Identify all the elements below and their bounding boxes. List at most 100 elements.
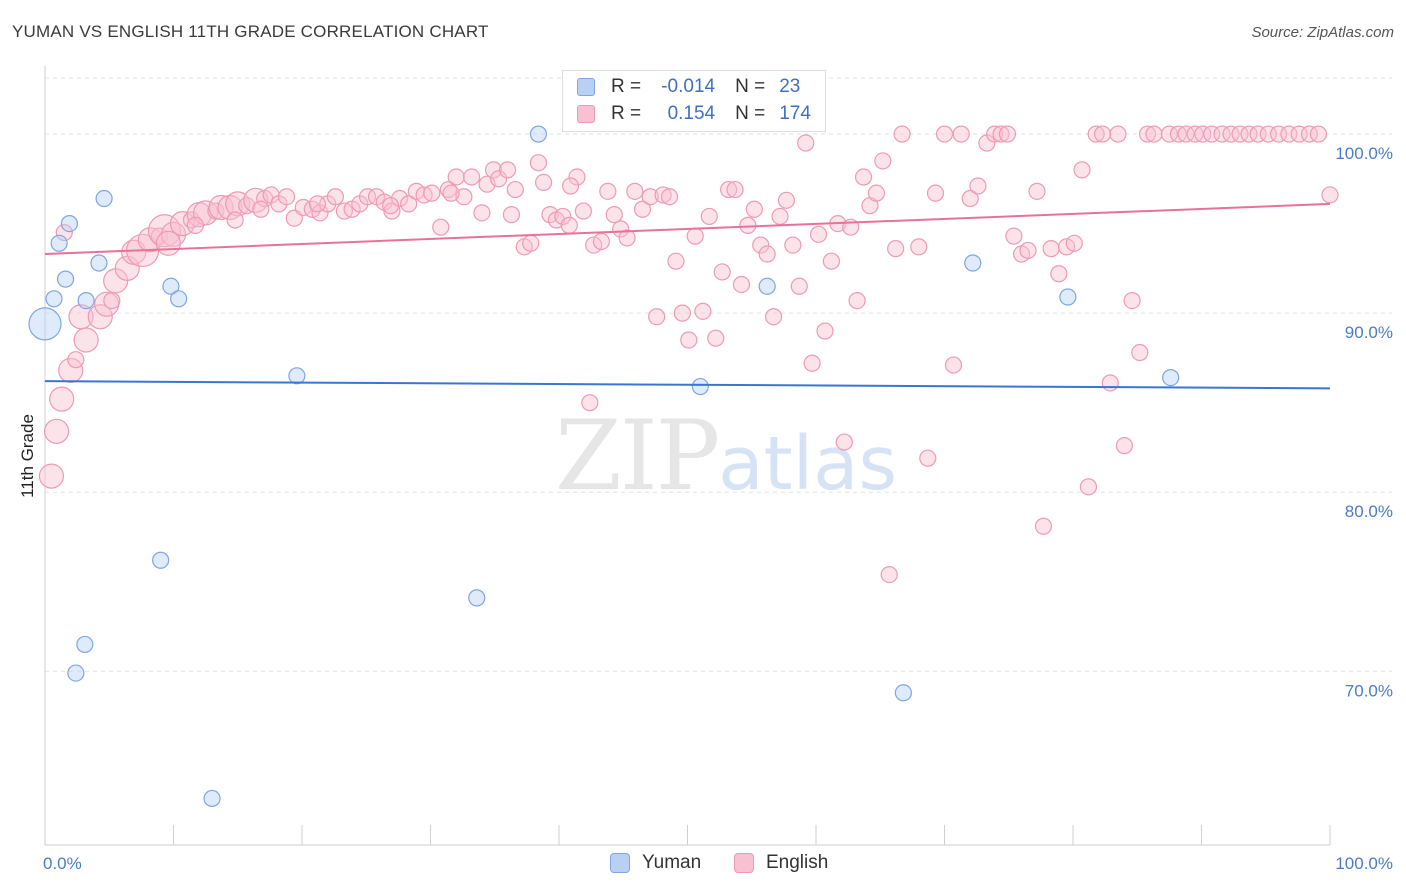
english-point [822, 252, 841, 270]
english-point [758, 245, 776, 263]
english-point [887, 240, 905, 258]
english-point [1073, 161, 1091, 179]
x-tick-label-min: 0.0% [43, 854, 82, 873]
english-point [605, 206, 623, 224]
english-point [1160, 125, 1178, 143]
legend-row-yuman: R = -0.014 N = 23 [577, 74, 800, 100]
yuman-point [758, 277, 776, 295]
english-swatch-icon [577, 105, 595, 123]
english-point [809, 225, 828, 243]
english-point [447, 168, 465, 186]
english-point [87, 304, 113, 330]
english-point [1042, 240, 1060, 258]
watermark-zip: ZIP [555, 400, 720, 512]
english-point [473, 204, 491, 222]
yuman-point [56, 270, 75, 288]
english-point [654, 186, 672, 204]
english-point [660, 188, 679, 206]
english-point [238, 197, 256, 215]
english-point [648, 308, 666, 326]
english-point [529, 154, 548, 172]
english-point [874, 152, 892, 170]
english-point [673, 304, 691, 322]
english-point [969, 177, 987, 195]
yuman-point [45, 290, 63, 308]
yuman-point [1059, 288, 1077, 306]
legend-item-english[interactable]: English [734, 852, 828, 874]
english-point [1138, 125, 1157, 143]
english-point [358, 188, 377, 206]
y-tick-label: 80.0% [1345, 502, 1393, 521]
english-point [797, 134, 815, 152]
english-point [726, 180, 744, 199]
english-point [326, 188, 345, 206]
english-legend-icon [734, 853, 754, 873]
yuman-point [50, 234, 68, 252]
english-point [455, 188, 473, 206]
grid-layer [45, 77, 1392, 672]
english-point [463, 168, 481, 186]
english-point [764, 308, 783, 326]
yuman-point [691, 377, 709, 396]
english-point [633, 200, 652, 218]
yuman-point [67, 664, 85, 682]
english-point [490, 170, 508, 188]
english-point [1028, 182, 1046, 200]
english-point [707, 329, 725, 347]
legend-item-yuman[interactable]: Yuman [610, 852, 701, 874]
english-point [1034, 517, 1053, 535]
english-point [432, 218, 450, 236]
english-point [720, 180, 738, 199]
y-tick-label: 100.0% [1335, 144, 1393, 163]
english-point [1300, 125, 1319, 143]
english-point [1222, 125, 1240, 143]
english-point [739, 216, 757, 234]
english-point [391, 189, 409, 208]
yuman-point [170, 290, 188, 308]
english-point [499, 161, 517, 179]
english-point [1309, 125, 1328, 143]
english-point [67, 351, 85, 369]
series-legend: Yuman English [0, 852, 1406, 878]
english-point [919, 449, 937, 467]
english-point [1213, 125, 1231, 143]
yuman-n-label: N = [735, 76, 766, 97]
english-point [1050, 265, 1068, 283]
english-point [423, 184, 441, 202]
english-point [155, 230, 181, 256]
english-point [55, 223, 73, 242]
english-point [599, 182, 617, 200]
yuman-swatch-icon [577, 78, 595, 96]
yuman-point [90, 254, 108, 272]
source-note: Source: ZipAtlas.com [1251, 24, 1394, 41]
english-point [38, 463, 65, 489]
legend-row-english: R = 0.154 N = 174 [577, 101, 811, 127]
tick-labels: 70.0% 80.0% 90.0% 100.0% 0.0% 100.0% 11th Grad… [18, 144, 1393, 873]
english-point [226, 211, 244, 229]
y-axis-title: 11th Grade [18, 414, 37, 498]
english-point [961, 189, 979, 208]
english-point [574, 202, 593, 220]
yuman-point [529, 125, 548, 143]
english-point [1231, 125, 1249, 143]
english-point [1240, 125, 1258, 143]
y-tick-label: 90.0% [1345, 323, 1393, 342]
english-point [502, 206, 521, 224]
english-points [38, 125, 1339, 584]
yuman-point [1162, 369, 1180, 387]
english-point [910, 238, 928, 256]
english-point [554, 207, 572, 226]
english-point [893, 125, 911, 143]
english-point [998, 125, 1017, 143]
english-point [382, 197, 400, 215]
english-point [618, 229, 636, 247]
yuman-n-value: 23 [779, 76, 801, 97]
english-point [986, 125, 1004, 143]
english-point [686, 227, 704, 245]
english-point [667, 252, 685, 270]
yuman-point [203, 789, 221, 808]
english-point [534, 173, 553, 192]
english-point [506, 180, 524, 199]
yuman-point [964, 254, 982, 272]
